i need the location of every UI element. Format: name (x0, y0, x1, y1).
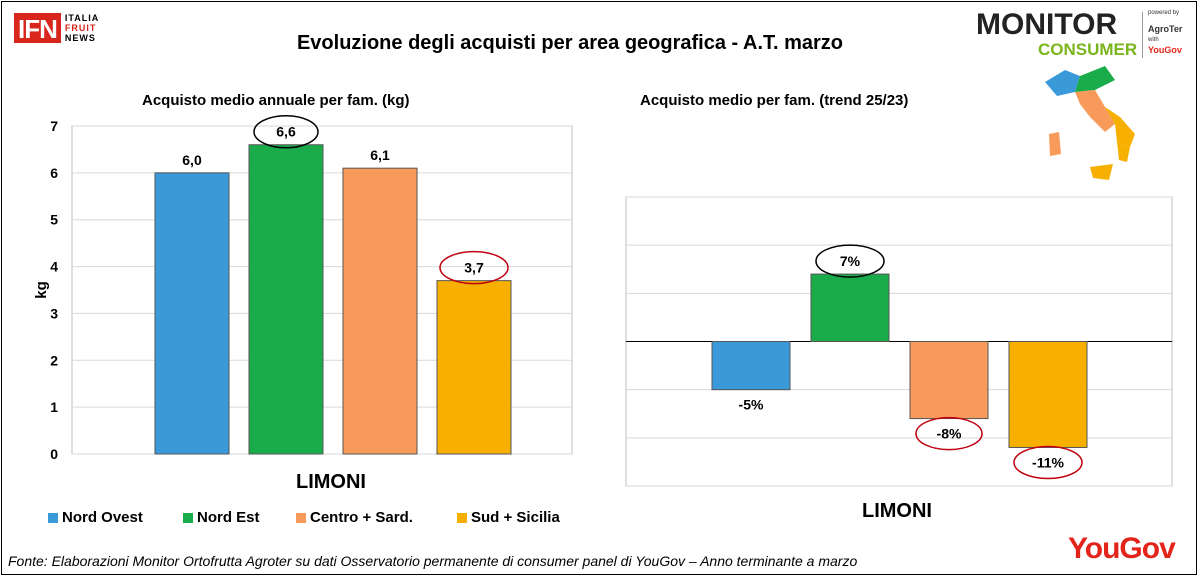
legend-swatch-centro (296, 512, 306, 523)
left-bar-data-label: 6,1 (370, 147, 390, 163)
legend-label-nord-ovest: Nord Ovest (62, 509, 143, 526)
source-footnote: Fonte: Elaborazioni Monitor Ortofrutta A… (8, 553, 858, 569)
right-bar (1008, 341, 1088, 448)
monitor-consumer-logo: MONITOR CONSUMER powered by AgroTer with… (976, 8, 1186, 64)
legend-item-nord-ovest: Nord Ovest (48, 509, 143, 526)
left-y-tick-label: 7 (50, 118, 58, 134)
left-bar (342, 167, 418, 455)
legend-swatch-sud (457, 512, 467, 523)
ifn-logo-words: ITALIA FRUIT NEWS (65, 13, 99, 43)
left-bar-data-label: 3,7 (464, 260, 484, 276)
right-bar (810, 273, 890, 343)
ifn-logo-line3: NEWS (64, 33, 96, 43)
left-bar-data-label: 6,0 (182, 152, 202, 168)
left-highlight-ellipse (439, 250, 509, 285)
right-bar-data-label: -11% (1032, 454, 1064, 470)
left-y-tick-label: 2 (50, 352, 58, 368)
right-bar-data-label: -5% (739, 397, 764, 413)
yougov-small-logo: YouGov (1148, 45, 1182, 55)
ifn-logo: IFN ITALIA FRUIT NEWS (14, 13, 99, 43)
left-chart-title: Acquisto medio annuale per fam. (kg) (142, 92, 410, 109)
main-title: Evoluzione degli acquisti per area geogr… (296, 32, 844, 54)
left-y-tick-label: 4 (50, 259, 58, 275)
legend-swatch-nord-est (183, 512, 193, 523)
right-chart-title: Acquisto medio per fam. (trend 25/23) (640, 92, 909, 109)
left-y-tick-label: 1 (50, 399, 58, 415)
powered-by-text: powered by (1148, 10, 1180, 16)
right-highlight-ellipse (915, 416, 983, 451)
right-bar-data-label: 7% (840, 253, 861, 269)
left-chart-xlabel: LIMONI (296, 471, 366, 493)
left-y-tick-label: 6 (50, 165, 58, 181)
right-bar (909, 341, 989, 420)
consumer-logo-text: CONSUMER (1038, 40, 1138, 59)
legend-label-nord-est: Nord Est (197, 509, 260, 526)
logo-separator (1142, 12, 1143, 58)
right-highlight-ellipse (815, 244, 885, 278)
monitor-logo-text: MONITOR (976, 8, 1118, 41)
right-chart-xlabel: LIMONI (862, 500, 932, 522)
legend-label-centro: Centro + Sard. (310, 509, 413, 526)
legend-swatch-nord-ovest (48, 512, 58, 523)
left-highlight-ellipse (253, 114, 319, 149)
ifn-logo-line2: FRUIT (64, 23, 97, 33)
left-bar (248, 144, 324, 455)
right-highlight-ellipse (1013, 445, 1083, 480)
legend-label-sud: Sud + Sicilia (471, 509, 560, 526)
left-bar (436, 280, 512, 455)
ifn-logo-line1: ITALIA (64, 13, 100, 23)
italy-map-icon (1045, 66, 1135, 180)
right-bar (711, 341, 791, 391)
legend-item-sud: Sud + Sicilia (457, 509, 560, 526)
left-y-tick-label: 3 (50, 305, 58, 321)
legend-item-nord-est: Nord Est (183, 509, 260, 526)
left-bar (154, 172, 230, 455)
agroter-logo-text: AgroTer (1148, 24, 1183, 34)
left-y-tick-label: 5 (50, 212, 58, 228)
legend-item-centro: Centro + Sard. (296, 509, 413, 526)
right-bar-data-label: -8% (937, 426, 962, 442)
ifn-logo-box: IFN (14, 13, 61, 43)
yougov-logo: YouGov (1068, 532, 1176, 565)
left-y-tick-label: 0 (50, 446, 58, 462)
with-text: with (1148, 37, 1159, 43)
left-bar-data-label: 6,6 (276, 124, 296, 140)
left-y-axis-label: kg (33, 281, 50, 299)
